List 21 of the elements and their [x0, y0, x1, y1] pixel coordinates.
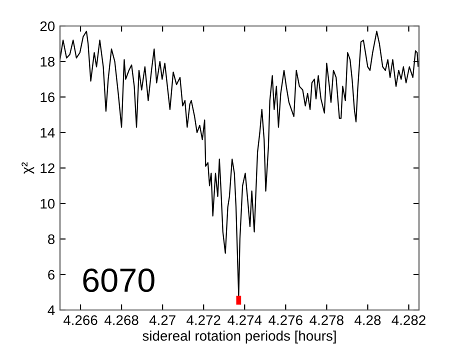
x-tick-label: 4.266 [63, 315, 98, 326]
y-tick-label: 14 [40, 128, 55, 138]
annotation: 6070 [83, 268, 154, 292]
y-tick-label: 4 [48, 305, 55, 316]
y-tick-label: 12 [40, 163, 54, 174]
x-tick-label: 4.268 [104, 315, 138, 326]
x-tick-label: 4.272 [186, 315, 220, 325]
x-tick-label: 4.28 [354, 315, 381, 326]
x-tick-label: 4.27 [149, 315, 176, 325]
y-tick-label: 8 [48, 234, 55, 244]
y-tick-label: 20 [40, 21, 55, 32]
x-tick-label: 4.274 [228, 315, 262, 325]
x-tick-label: 4.282 [392, 315, 426, 326]
x-tick-label: 4.278 [310, 315, 344, 326]
y-tick-label: 10 [40, 198, 55, 209]
x-tick-label: 4.276 [268, 315, 302, 326]
y-tick-label: 16 [40, 92, 55, 102]
x-axis-title: sidereal rotation periods [hours] [142, 330, 336, 344]
y-axis-title: χ² [22, 162, 34, 174]
y-tick-label: 6 [48, 270, 55, 280]
y-tick-label: 18 [40, 56, 55, 67]
